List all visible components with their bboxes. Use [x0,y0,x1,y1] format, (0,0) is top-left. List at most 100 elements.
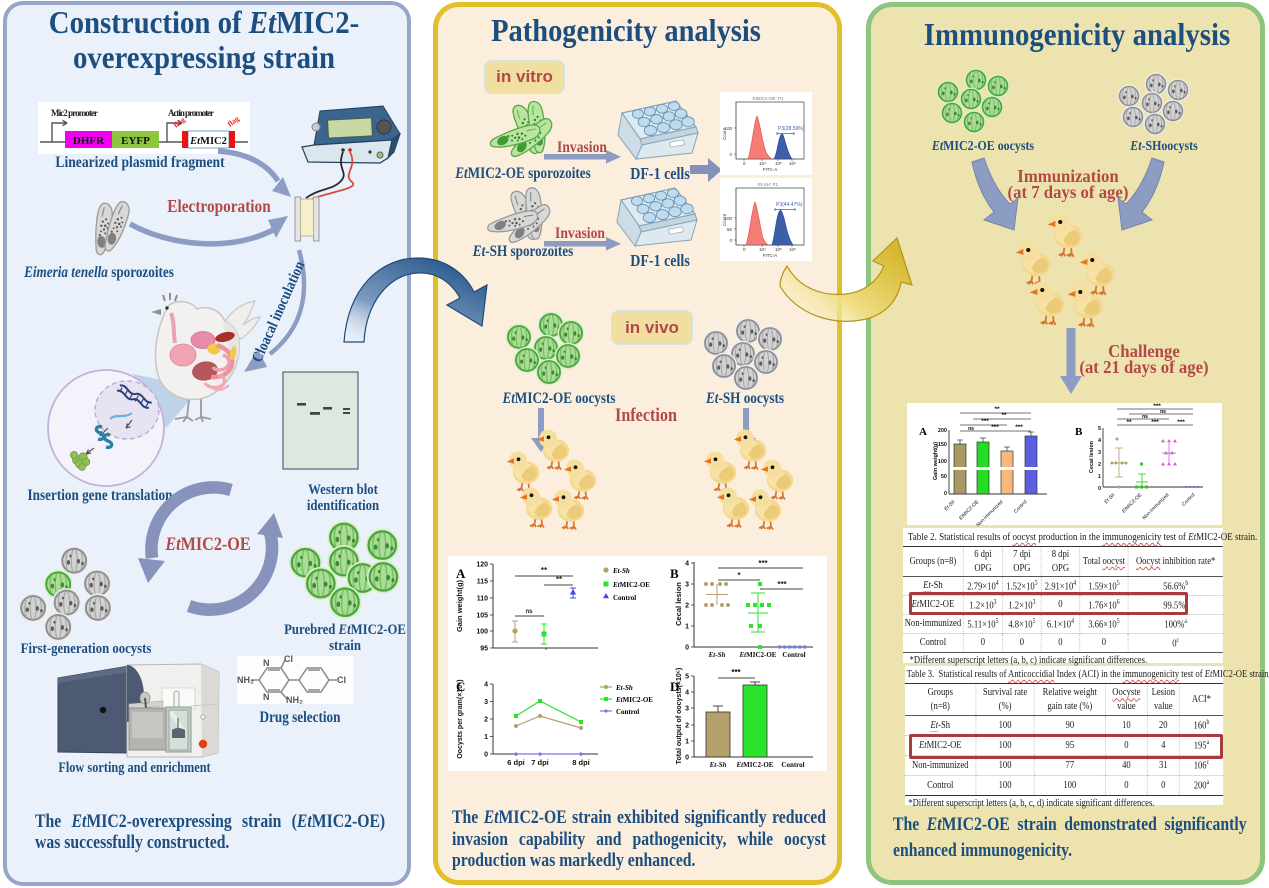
svg-text:2: 2 [685,723,689,730]
svg-text:2: 2 [1098,462,1101,468]
svg-text:3: 3 [685,706,689,713]
svg-text:10⁶: 10⁶ [789,247,796,252]
svg-text:N: N [263,692,270,702]
svg-text:0: 0 [484,752,488,759]
svg-text:200: 200 [938,428,947,434]
svg-text:3: 3 [685,582,689,589]
svg-text:***: *** [1015,424,1023,431]
svg-text:50: 50 [941,474,947,480]
svg-text:***: *** [758,559,768,568]
svg-text:1: 1 [685,739,689,746]
svg-text:EtMIC2-OE: EtMIC2-OE [615,696,653,704]
svg-text:Cl: Cl [284,654,293,664]
svg-text:1: 1 [1098,474,1101,480]
svg-text:***: *** [981,418,989,425]
svg-text:4: 4 [1098,438,1102,444]
svg-text:**: ** [994,406,1000,413]
svg-text:Actin promoter: Actin promoter [168,108,214,118]
svg-text:10⁵: 10⁵ [775,161,782,166]
svg-text:100: 100 [938,459,947,465]
svg-text:EtMIC2-OE: EtMIC2-OE [739,651,777,659]
svg-text:150: 150 [938,442,947,448]
svg-text:115: 115 [477,579,488,586]
svg-text:10⁶: 10⁶ [789,161,796,166]
svg-text:Control: Control [781,761,804,769]
svg-text:D: D [670,679,679,694]
svg-text:B: B [670,566,679,581]
svg-text:4: 4 [484,682,488,689]
svg-text:**: ** [556,575,563,584]
svg-text:120: 120 [476,562,488,569]
svg-text:ns: ns [1160,409,1166,415]
svg-text:10⁴: 10⁴ [759,161,766,166]
svg-text:A: A [919,426,927,438]
svg-text:Gain weight(g): Gain weight(g) [455,579,464,632]
svg-text:0: 0 [729,152,732,157]
svg-text:NH₂: NH₂ [237,675,254,685]
svg-text:ns: ns [968,426,974,432]
svg-text:Et-Sh: Et-Sh [708,651,726,659]
svg-text:110: 110 [477,596,488,603]
svg-text:P3(44.47%): P3(44.47%) [776,202,803,208]
svg-text:C: C [456,679,465,694]
svg-text:0: 0 [685,645,689,652]
svg-text:EtMIC2: EtMIC2 [189,136,227,147]
svg-text:ns: ns [525,609,533,615]
svg-text:B: B [1075,426,1083,438]
svg-text:Et-Sh: Et-Sh [709,761,727,769]
svg-text:2: 2 [484,717,488,724]
svg-text:1: 1 [484,734,488,741]
svg-text:0: 0 [743,247,746,252]
svg-text:***: *** [991,424,999,431]
svg-text:N: N [263,658,270,668]
svg-text:100: 100 [724,216,732,221]
svg-text:**: ** [1001,412,1007,419]
svg-text:Mic2 promoter: Mic2 promoter [51,108,98,118]
svg-text:A: A [456,566,466,581]
svg-text:***: *** [777,580,787,589]
svg-text:3: 3 [1098,450,1101,456]
svg-text:Count: Count [722,213,727,226]
svg-text:3: 3 [484,699,488,706]
svg-text:Control: Control [616,708,639,716]
svg-text:ns: ns [1142,414,1148,420]
svg-text:100: 100 [724,126,732,131]
svg-text:***: *** [1177,419,1185,426]
svg-text:EtMIC2-OE: EtMIC2-OE [736,761,774,769]
svg-text:NH₂: NH₂ [286,695,303,705]
svg-text:**: ** [1126,419,1132,426]
svg-text:Et-Sh: Et-Sh [615,684,633,692]
svg-text:DHFR: DHFR [73,135,105,147]
svg-text:EtMIC2-OE: EtMIC2-OE [612,581,650,589]
svg-text:1: 1 [685,624,689,631]
svg-text:95: 95 [480,646,488,653]
svg-text:8 dpi: 8 dpi [572,758,590,767]
svg-text:Cl: Cl [337,675,346,685]
svg-text:***: *** [1153,403,1161,410]
svg-text:0: 0 [944,491,947,497]
svg-text:10⁵: 10⁵ [775,247,782,252]
svg-text:0: 0 [1098,486,1101,492]
svg-text:***: *** [1151,419,1159,426]
svg-text:10⁴: 10⁴ [759,247,766,252]
svg-text:Et-Sh: Et-Sh [612,567,630,575]
svg-text:Control: Control [613,594,636,602]
svg-text:Oocysts per gram(×10⁶): Oocysts per gram(×10⁶) [457,679,464,758]
svg-text:7 dpi: 7 dpi [531,758,549,767]
svg-text:Control: Control [782,651,805,659]
svg-text:5: 5 [685,674,689,681]
svg-text:*: * [737,571,741,580]
svg-text:**: ** [541,566,548,575]
svg-text:4: 4 [685,690,689,697]
svg-text:P3(28.59%): P3(28.59%) [778,126,805,132]
svg-text:0: 0 [743,161,746,166]
svg-text:50: 50 [727,227,733,232]
svg-text:Et-SH: P1: Et-SH: P1 [758,182,779,187]
svg-text:4: 4 [685,561,689,568]
svg-text:0: 0 [685,755,689,762]
svg-text:EtMIC2-OE: P1: EtMIC2-OE: P1 [752,96,784,101]
svg-text:2: 2 [685,603,689,610]
svg-text:105: 105 [476,613,488,620]
svg-text:6 dpi: 6 dpi [507,758,525,767]
svg-text:0: 0 [729,238,732,243]
